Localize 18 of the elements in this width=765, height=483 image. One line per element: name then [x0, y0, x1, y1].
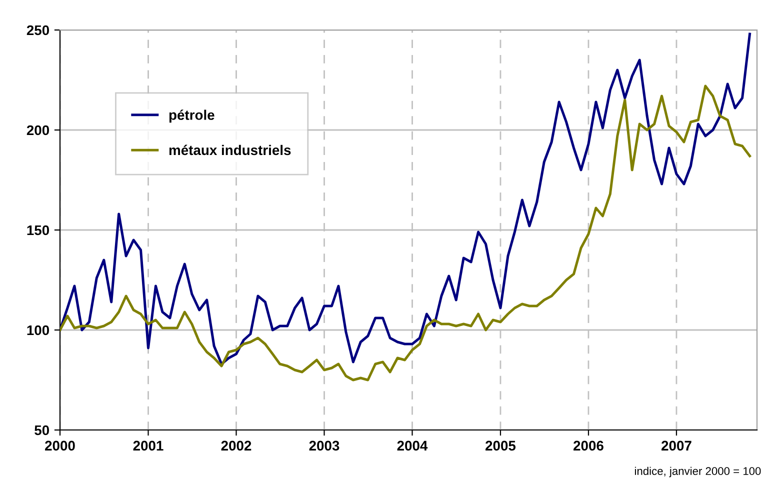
- y-tick-label: 250: [26, 25, 50, 36]
- y-tick-label: 200: [26, 125, 50, 136]
- y-tick-label: 150: [27, 225, 50, 236]
- x-tick-label: 2000: [45, 440, 75, 451]
- x-tick-label: 2007: [662, 440, 692, 451]
- x-tick-label: 2003: [309, 440, 340, 451]
- x-tick-label: 2004: [397, 440, 428, 451]
- x-tick-label: 2006: [574, 440, 604, 451]
- x-tick-label: 2002: [221, 440, 252, 451]
- x-tick-label: 2001: [133, 440, 164, 451]
- legend-label: métaux industriels: [169, 144, 291, 156]
- y-tick-label: 50: [34, 425, 50, 436]
- text: indice, janvier 2000 = 100: [634, 466, 761, 478]
- line-series: [60, 84, 752, 382]
- x-tick-label: 2005: [486, 440, 516, 451]
- y-tick-label: 100: [27, 325, 50, 336]
- legend-label: pétrole: [169, 110, 214, 123]
- line-series: [60, 32, 752, 366]
